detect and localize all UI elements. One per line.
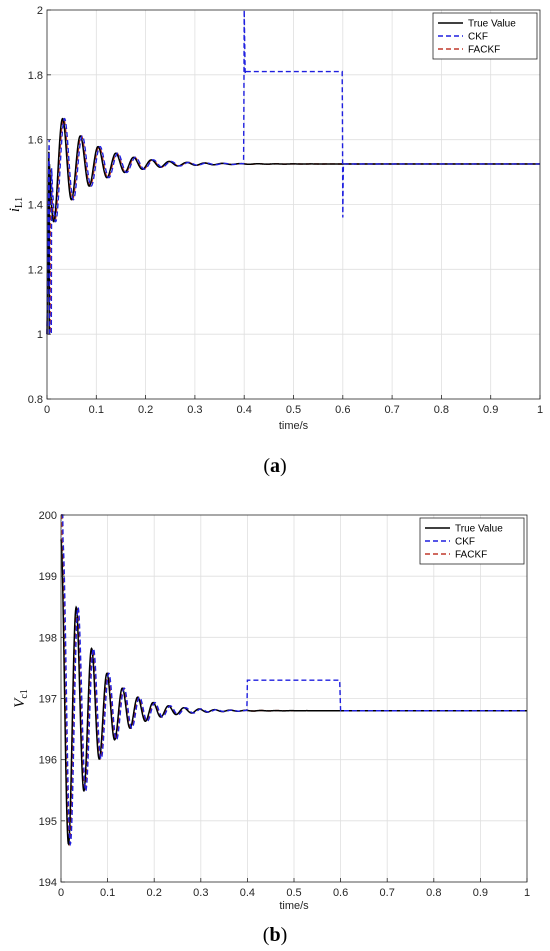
y-tick-label: 1.4 [28,200,43,212]
y-tick-label: 1.8 [28,70,43,82]
x-tick-label: 1 [537,404,543,416]
x-tick-label: 0.7 [380,887,395,899]
x-tick-label: 0.3 [187,404,202,416]
y-tick-label: 199 [39,571,57,583]
x-tick-label: 0.8 [426,887,441,899]
series-line-ckf [46,9,540,335]
x-tick-label: 0.8 [434,404,449,416]
y-tick-label: 195 [39,816,57,828]
x-tick-label: 0.4 [240,887,255,899]
panel-b-legend: True Value CKF FACKF [419,517,525,565]
series-line-ckf [61,514,527,847]
y-tick-label: 200 [39,510,57,522]
x-tick-label: 0.9 [473,887,488,899]
x-tick-label: 0.5 [286,404,301,416]
x-tick-label: 0 [58,887,64,899]
panel-a-x-axis-label: time/s [279,420,309,432]
panel-b-ticks: 0 0.1 0.2 0.3 0.4 0.5 0.6 0.7 0.8 0.9 1 194 195 196 19… [39,510,530,899]
x-tick-label: 0.9 [483,404,498,416]
x-tick-label: 0.3 [193,887,208,899]
x-tick-label: 0.1 [100,887,115,899]
panel-a-legend: True Value CKF FACKF [432,12,538,60]
x-tick-label: 0.2 [138,404,153,416]
x-tick-label: 0 [44,404,50,416]
x-tick-label: 0.2 [147,887,162,899]
x-tick-label: 0.6 [335,404,350,416]
y-tick-label: 198 [39,632,57,644]
panel-a-y-axis-label: iL1 [7,197,25,212]
y-tick-label: 196 [39,755,57,767]
x-tick-label: 0.5 [286,887,301,899]
x-tick-label: 1 [524,887,530,899]
y-tick-label: 194 [39,877,57,889]
y-tick-label: 1 [37,329,43,341]
y-tick-label: 0.8 [28,394,43,406]
x-tick-label: 0.4 [237,404,252,416]
legend-label: True Value [468,19,516,30]
panel-b-series-lines [60,514,527,847]
panel-b-caption: (b) [263,924,287,946]
legend-label: True Value [455,524,503,535]
y-tick-label: 1.6 [28,135,43,147]
panel-b-x-axis-label: time/s [279,900,309,912]
legend-label: FACKF [455,550,487,561]
x-tick-label: 0.1 [89,404,104,416]
legend-label: CKF [468,32,488,43]
panel-b-y-axis-label: Vc1 [12,689,30,708]
panel-a-chart: 0 0.1 0.2 0.3 0.4 0.5 0.6 0.7 0.8 0.9 1 0.8 1 1.2 1.4 1… [7,5,543,432]
panel-a-ticks: 0 0.1 0.2 0.3 0.4 0.5 0.6 0.7 0.8 0.9 1 0.8 1 1.2 1.4 1… [28,5,543,416]
panel-a-series-lines [46,9,540,335]
panel-b-chart: 0 0.1 0.2 0.3 0.4 0.5 0.6 0.7 0.8 0.9 1 194 195 196 19… [12,510,530,912]
y-tick-label: 1.2 [28,264,43,276]
y-tick-label: 2 [37,5,43,17]
x-tick-label: 0.6 [333,887,348,899]
y-tick-label: 197 [39,694,57,706]
legend-label: CKF [455,537,475,548]
panel-a-caption: (a) [263,455,286,477]
legend-label: FACKF [468,45,500,56]
x-tick-label: 0.7 [384,404,399,416]
panel-a-grid [47,10,540,399]
